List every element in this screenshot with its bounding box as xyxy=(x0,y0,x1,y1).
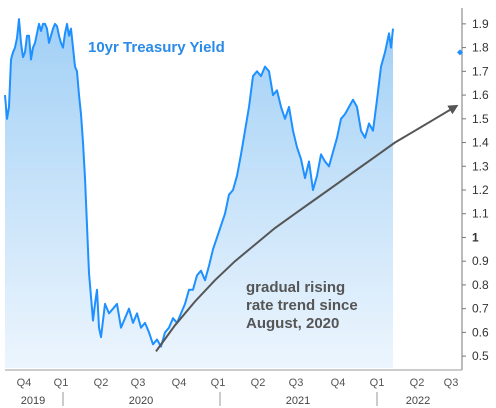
quarter-tick-label: Q3 xyxy=(289,377,304,389)
quarter-tick-label: Q1 xyxy=(211,377,226,389)
y-tick-label: 1.2 xyxy=(472,183,489,197)
y-tick-label: 1.1 xyxy=(472,207,489,221)
quarter-tick-label: Q4 xyxy=(17,377,32,389)
year-label: 2019 xyxy=(21,395,45,407)
trend-arrow xyxy=(155,104,459,352)
quarter-tick-label: Q2 xyxy=(94,377,109,389)
quarter-tick-label: Q4 xyxy=(172,377,187,389)
y-tick-label: 1 xyxy=(472,230,479,244)
annotation-line-2: rate trend since xyxy=(246,297,358,314)
y-tick-label: 1.7 xyxy=(472,64,489,78)
y-tick-label: 1.5 xyxy=(472,112,489,126)
yield-line xyxy=(4,18,394,348)
quarter-tick-label: Q2 xyxy=(251,377,266,389)
y-tick-label: 0.6 xyxy=(472,325,489,339)
quarter-tick-label: Q2 xyxy=(410,377,425,389)
y-tick-label: 0.7 xyxy=(472,302,489,316)
quarter-tick-label: Q3 xyxy=(444,377,459,389)
year-label: 2020 xyxy=(129,395,153,407)
y-tick-label: 1.9 xyxy=(472,17,489,31)
yield-area-fill xyxy=(5,19,393,368)
annotation-line-1: gradual rising xyxy=(246,279,345,296)
quarter-tick-label: Q4 xyxy=(331,377,346,389)
y-tick-label: 1.6 xyxy=(472,88,489,102)
y-tick-label: 0.5 xyxy=(472,349,489,363)
chart-title: 10yr Treasury Yield xyxy=(88,39,225,56)
y-tick-label: 0.9 xyxy=(472,254,489,268)
y-tick-label: 1.8 xyxy=(472,41,489,55)
year-label: 2021 xyxy=(286,395,310,407)
last-value-marker xyxy=(457,49,463,56)
y-tick-label: 1.4 xyxy=(472,136,489,150)
quarter-tick-label: Q3 xyxy=(131,377,146,389)
year-label: 2022 xyxy=(406,395,430,407)
quarter-tick-label: Q1 xyxy=(370,377,385,389)
trend-annotation: gradual rising rate trend since August, … xyxy=(246,279,358,332)
quarter-tick-label: Q1 xyxy=(54,377,69,389)
y-tick-label: 0.8 xyxy=(472,278,489,292)
annotation-line-3: August, 2020 xyxy=(246,315,339,332)
y-tick-label: 1.3 xyxy=(472,159,489,173)
